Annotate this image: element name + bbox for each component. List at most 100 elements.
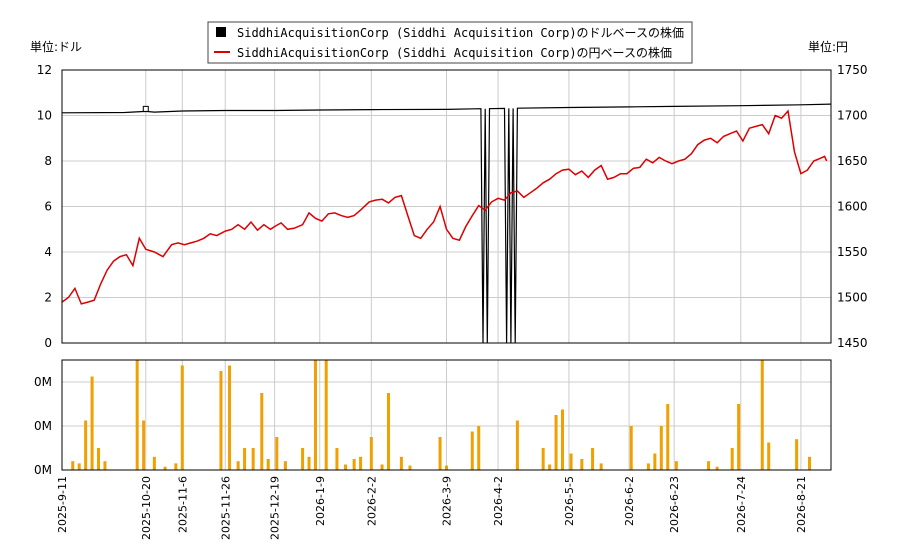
volume-bar xyxy=(560,409,564,470)
volume-axis-tick-label: 0M xyxy=(34,419,52,433)
left-axis-tick-label: 0 xyxy=(44,336,52,350)
x-axis-tick-label: 2026-7-24 xyxy=(735,476,748,533)
right-axis-tick-label: 1750 xyxy=(837,63,868,77)
price-panel: 0 2 4 6 8 10 12 1450 1500 1550 1600 1650 1700 1750 xyxy=(37,63,868,350)
volume-bar xyxy=(808,456,812,470)
volume-bar xyxy=(541,448,545,470)
volume-bar xyxy=(380,464,384,470)
volume-bar xyxy=(715,466,719,470)
x-axis-tick-label: 2025-12-19 xyxy=(269,476,282,540)
volume-bar xyxy=(228,365,232,470)
volume-bar xyxy=(275,437,279,470)
right-axis-tick-label: 1600 xyxy=(837,200,868,214)
volume-bar xyxy=(251,448,255,470)
volume-bar xyxy=(283,461,287,470)
volume-bar xyxy=(103,461,107,470)
volume-bar xyxy=(243,448,247,470)
price-left-axis: 0 2 4 6 8 10 12 xyxy=(37,63,52,350)
legend-box xyxy=(207,21,693,64)
legend-marker-usd xyxy=(216,27,226,37)
volume-bar xyxy=(71,461,75,470)
right-axis-tick-label: 1450 xyxy=(837,336,868,350)
x-axis-tick-label: 2026-1-9 xyxy=(314,476,327,526)
volume-bar xyxy=(445,465,448,470)
price-right-axis: 1450 1500 1550 1600 1650 1700 1750 xyxy=(837,63,868,350)
price-panel-frame xyxy=(61,69,832,344)
usd-price-marker xyxy=(142,105,149,112)
volume-bar xyxy=(77,463,81,470)
volume-bar xyxy=(408,465,412,470)
usd-price-line xyxy=(61,103,832,344)
volume-bar xyxy=(599,463,603,470)
volume-bar xyxy=(737,404,741,470)
x-axis-tick-label: 2025-9-11 xyxy=(56,476,69,533)
volume-bar xyxy=(653,453,657,470)
volume-bar xyxy=(219,371,223,470)
volume-bar xyxy=(266,459,270,470)
volume-bar xyxy=(477,426,481,470)
volume-bar xyxy=(554,415,558,470)
volume-bar xyxy=(569,453,573,470)
volume-bar xyxy=(174,463,178,470)
left-axis-tick-label: 4 xyxy=(44,245,52,259)
volume-bar xyxy=(359,456,363,470)
volume-bar xyxy=(399,456,403,470)
right-axis-tick-label: 1700 xyxy=(837,109,868,123)
volume-bar xyxy=(795,439,799,470)
right-axis-tick-label: 1550 xyxy=(837,245,868,259)
jpy-price-series xyxy=(61,109,828,305)
volume-bar xyxy=(84,420,88,470)
right-unit-label: 単位:円 xyxy=(808,39,848,54)
jpy-price-line xyxy=(61,109,828,305)
legend-label-usd: SiddhiAcquisitionCorp (Siddhi Acquisitio… xyxy=(237,25,684,40)
x-axis-tick-labels: 2025-9-11 2025-10-20 2025-11-6 2025-11-26 20… xyxy=(56,476,808,540)
volume-bar xyxy=(629,426,633,470)
volume-bar xyxy=(90,376,94,470)
volume-bars xyxy=(71,360,812,470)
left-axis-tick-label: 2 xyxy=(44,291,52,305)
volume-bar xyxy=(260,393,264,470)
legend-label-jpy: SiddhiAcquisitionCorp (Siddhi Acquisitio… xyxy=(237,45,672,60)
usd-price-series xyxy=(61,103,832,344)
volume-bar xyxy=(387,393,391,470)
volume-axis-tick-label: 0M xyxy=(34,375,52,389)
left-axis-tick-label: 8 xyxy=(44,154,52,168)
volume-bar xyxy=(344,464,348,470)
volume-bar xyxy=(335,448,339,470)
volume-bar xyxy=(470,431,474,470)
volume-bar xyxy=(707,461,711,470)
x-axis-tick-label: 2026-6-23 xyxy=(668,476,681,533)
x-axis-tick-label: 2025-11-6 xyxy=(176,476,189,533)
volume-bar xyxy=(767,442,771,470)
volume-bar xyxy=(438,437,442,470)
volume-panel-frame xyxy=(61,359,832,471)
x-axis-tick-label: 2025-10-20 xyxy=(140,476,153,540)
volume-bar xyxy=(515,420,519,470)
x-axis-tick-label: 2026-8-21 xyxy=(795,476,808,533)
left-axis-tick-label: 6 xyxy=(44,200,52,214)
x-axis-tick-label: 2026-5-5 xyxy=(563,476,576,526)
volume-bar xyxy=(324,360,328,470)
volume-bar xyxy=(152,456,156,470)
volume-bar xyxy=(313,360,317,470)
volume-bar xyxy=(163,466,167,470)
volume-bar xyxy=(659,426,663,470)
right-axis-tick-label: 1650 xyxy=(837,154,868,168)
volume-bar xyxy=(301,448,305,470)
volume-bar xyxy=(730,448,734,470)
volume-bar xyxy=(548,464,552,470)
volume-bar xyxy=(646,463,650,470)
volume-axis-tick-label: 0M xyxy=(34,463,52,477)
left-axis-tick-label: 12 xyxy=(37,63,52,77)
volume-bar xyxy=(580,459,584,470)
volume-bar xyxy=(307,456,311,470)
x-axis-tick-label: 2025-11-26 xyxy=(219,476,232,540)
x-axis-tick-label: 2026-4-2 xyxy=(492,476,505,526)
volume-bar xyxy=(352,459,356,470)
volume-left-axis: 0M 0M 0M xyxy=(34,375,52,477)
volume-bar xyxy=(180,365,184,470)
x-axis-tick-label: 2026-3-9 xyxy=(441,476,454,526)
volume-bar xyxy=(135,360,139,470)
